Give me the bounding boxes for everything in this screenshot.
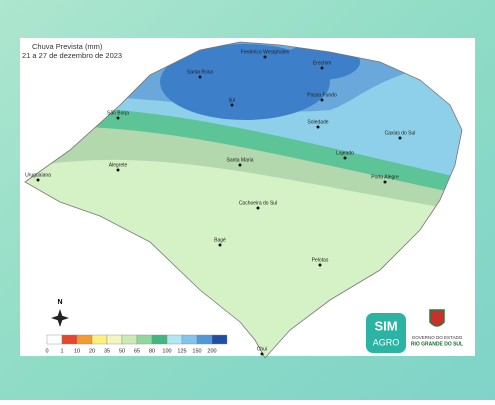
- city-dot: [320, 66, 324, 70]
- city-dot: [383, 180, 387, 184]
- legend-label: 0: [45, 348, 48, 354]
- city-dot: [320, 98, 324, 102]
- city-dot: [318, 263, 322, 267]
- legend-label: 35: [104, 348, 110, 354]
- city-label: Santa Maria: [227, 157, 254, 163]
- city-dot: [398, 136, 402, 140]
- city-label: Passo Fundo: [307, 92, 337, 98]
- city-label: São Borja: [107, 110, 129, 116]
- city-label: Caxias do Sul: [385, 130, 416, 136]
- city-dot: [36, 178, 40, 182]
- legend-swatch: [166, 334, 183, 345]
- legend-label: 80: [149, 348, 155, 354]
- legend-label: 20: [89, 348, 95, 354]
- city-dot: [218, 243, 222, 247]
- city-dot: [263, 55, 267, 59]
- legend-label: 100: [162, 348, 171, 354]
- city-label: Porto Alegre: [371, 174, 399, 180]
- city-label: Bagé: [214, 237, 226, 243]
- compass: [51, 309, 69, 327]
- gov-line2: RIO GRANDE DO SUL: [411, 341, 463, 347]
- legend-swatch: [121, 334, 138, 345]
- city-label: Alegrete: [109, 162, 128, 168]
- city-dot: [230, 103, 234, 107]
- city-dot: [256, 206, 260, 210]
- legend-swatch: [91, 334, 108, 345]
- state-outline: [24, 41, 463, 359]
- city-dot: [198, 75, 202, 79]
- cities: Santa Rosa Frederico Westphalen Erechim Pas…: [25, 49, 416, 356]
- legend-swatch: [151, 334, 168, 345]
- city-label: Lajeado: [336, 150, 354, 156]
- legend-label: 150: [192, 348, 201, 354]
- city-dot: [260, 352, 264, 356]
- legend-swatch: [211, 334, 228, 345]
- logo-agro: AGRO: [373, 337, 400, 347]
- logo-sim: SIM: [374, 318, 397, 333]
- legend: 0 1 10 20 35 50 65 80 100 125 150 200: [45, 334, 228, 354]
- city-label: Pelotas: [312, 257, 329, 263]
- legend-label: 10: [74, 348, 80, 354]
- map-subtitle: 21 a 27 de dezembro de 2023: [22, 51, 122, 60]
- north-label: N: [57, 299, 62, 306]
- legend-label: 200: [207, 348, 216, 354]
- city-dot: [116, 116, 120, 120]
- city-dot: [343, 156, 347, 160]
- city-label: Frederico Westphalen: [241, 49, 290, 55]
- city-dot: [116, 168, 120, 172]
- legend-swatch: [106, 334, 123, 345]
- city-label: Chuí: [257, 346, 268, 352]
- legend-label: 50: [119, 348, 125, 354]
- city-label: Soledade: [307, 119, 328, 125]
- legend-swatch: [136, 334, 153, 345]
- city-dot: [238, 163, 242, 167]
- coat-of-arms: [429, 309, 445, 327]
- city-label: Ijuí: [229, 97, 236, 103]
- logo-box: [366, 313, 406, 353]
- legend-swatch: [181, 334, 198, 345]
- city-dot: [316, 125, 320, 129]
- legend-label: 65: [134, 348, 140, 354]
- map-title: Chuva Prevista (mm): [32, 42, 103, 51]
- north-arrow: N: [51, 299, 69, 327]
- gov-line1: GOVERNO DO ESTADO: [412, 335, 463, 340]
- city-label: Cachoeira do Sul: [239, 200, 277, 206]
- city-label: Erechim: [313, 60, 331, 66]
- legend-label: 125: [177, 348, 186, 354]
- city-label: Uruguaiana: [25, 172, 51, 178]
- legend-swatch: [196, 334, 213, 345]
- city-label: Santa Rosa: [187, 69, 213, 75]
- legend-swatch: [61, 334, 78, 345]
- legend-swatch: [76, 334, 93, 345]
- legend-swatch: [46, 334, 63, 345]
- legend-label: 1: [60, 348, 63, 354]
